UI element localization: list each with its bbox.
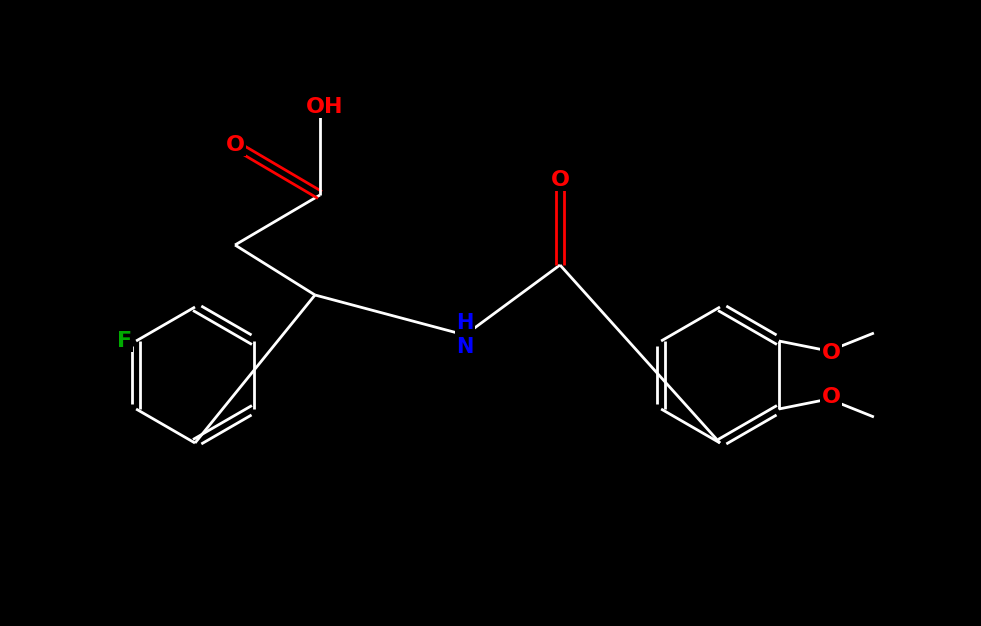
Text: O: O	[550, 170, 570, 190]
Text: H
N: H N	[456, 314, 474, 357]
Text: F: F	[117, 331, 131, 351]
Text: O: O	[821, 343, 841, 363]
Text: OH: OH	[306, 97, 343, 117]
Text: O: O	[226, 135, 244, 155]
Text: O: O	[821, 387, 841, 407]
